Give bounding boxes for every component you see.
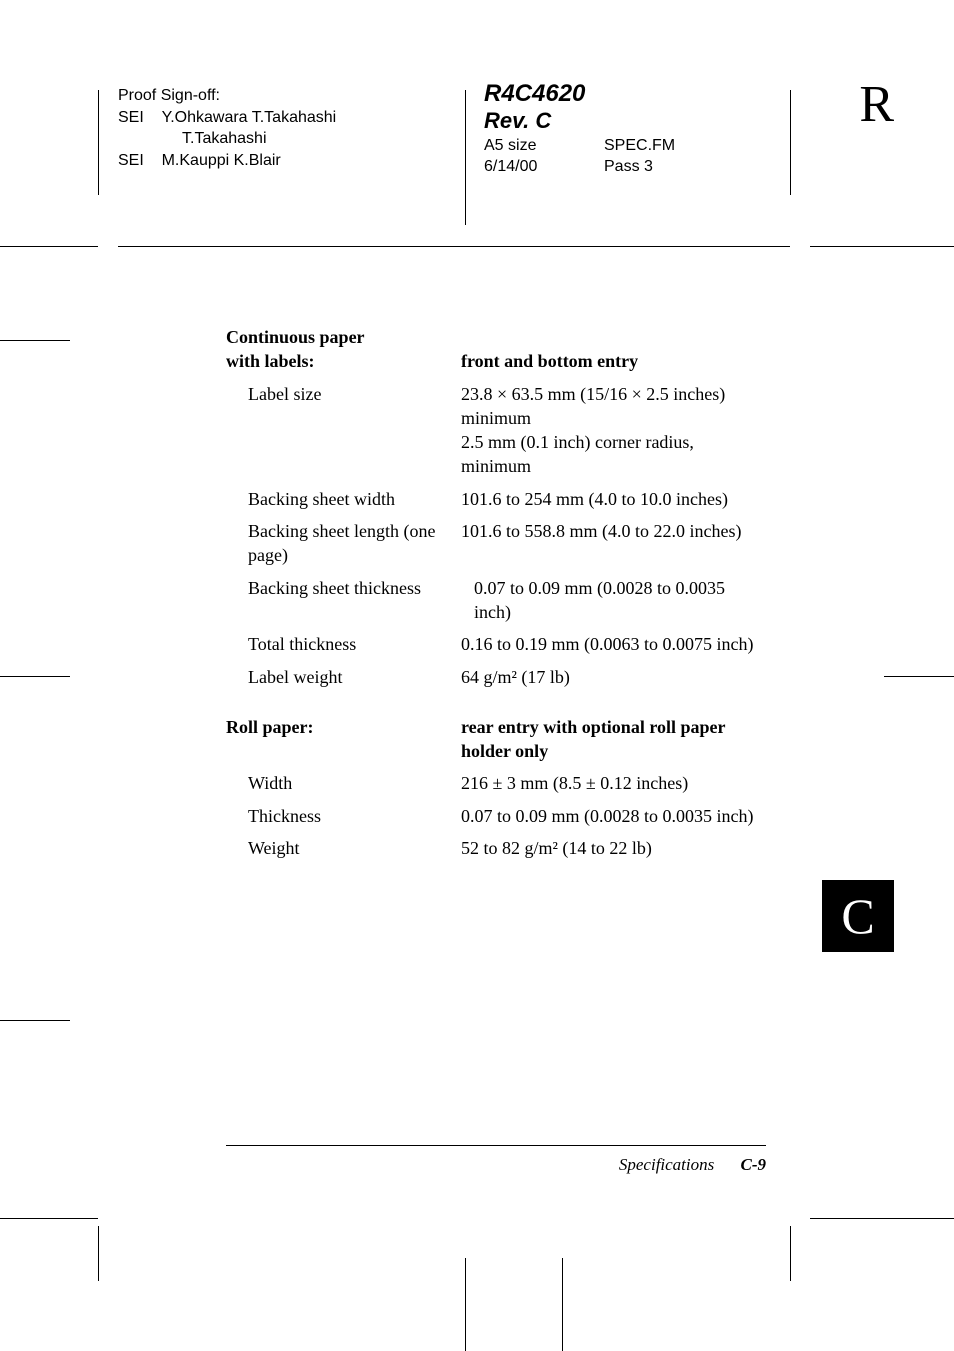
proof-prefix: SEI bbox=[118, 152, 144, 169]
proof-title: Proof Sign-off: bbox=[118, 85, 336, 107]
heading-left: Roll paper: bbox=[226, 715, 461, 764]
spec-row: Thickness 0.07 to 0.09 mm (0.0028 to 0.0… bbox=[226, 804, 766, 828]
rule-horizontal bbox=[810, 246, 954, 247]
rule-vertical bbox=[465, 90, 466, 225]
spec-row: Backing sheet length (one page) 101.6 to… bbox=[226, 519, 766, 568]
section-tab: C bbox=[822, 880, 894, 952]
heading-right: front and bottom entry bbox=[461, 325, 766, 374]
page: Proof Sign-off: SEI Y.Ohkawara T.Takahas… bbox=[0, 0, 954, 1351]
spec-row: Backing sheet width 101.6 to 254 mm (4.0… bbox=[226, 487, 766, 511]
crop-mark bbox=[98, 1226, 99, 1281]
proof-prefix: SEI bbox=[118, 109, 144, 126]
doc-code: R4C4620 bbox=[484, 80, 675, 108]
rule-horizontal bbox=[810, 1218, 954, 1219]
spec-row: Backing sheet thickness 0.07 to 0.09 mm … bbox=[226, 576, 766, 625]
proof-names-text: Y.Ohkawara T.Takahashi bbox=[162, 109, 337, 126]
heading-right: rear entry with optional roll paper hold… bbox=[461, 715, 766, 764]
page-side-letter: R bbox=[859, 75, 894, 134]
crop-mark bbox=[0, 676, 70, 677]
spec-value: 101.6 to 558.8 mm (4.0 to 22.0 inches) bbox=[461, 519, 766, 568]
spec-row: Width 216 ± 3 mm (8.5 ± 0.12 inches) bbox=[226, 771, 766, 795]
section-heading-labels: Continuous paper with labels: front and … bbox=[226, 325, 766, 374]
proof-signoff-block: Proof Sign-off: SEI Y.Ohkawara T.Takahas… bbox=[118, 85, 336, 171]
spec-value: 0.07 to 0.09 mm (0.0028 to 0.0035 inch) bbox=[474, 576, 766, 625]
spec-label: Backing sheet width bbox=[226, 487, 461, 511]
crop-mark bbox=[0, 1020, 70, 1021]
rule-vertical bbox=[98, 90, 99, 195]
crop-mark bbox=[562, 1258, 563, 1351]
heading-text: front and bottom entry bbox=[461, 349, 638, 373]
spec-label: Label weight bbox=[226, 665, 461, 689]
doc-pass: Pass 3 bbox=[604, 156, 653, 178]
spec-label: Width bbox=[226, 771, 461, 795]
doc-date: 6/14/00 bbox=[484, 156, 604, 178]
crop-mark bbox=[790, 1226, 791, 1281]
spec-value: 0.16 to 0.19 mm (0.0063 to 0.0075 inch) bbox=[461, 632, 766, 656]
spec-value: 0.07 to 0.09 mm (0.0028 to 0.0035 inch) bbox=[461, 804, 766, 828]
crop-mark bbox=[0, 340, 70, 341]
proof-names bbox=[148, 109, 161, 126]
spec-label: Thickness bbox=[226, 804, 461, 828]
proof-line-3: SEI M.Kauppi K.Blair bbox=[118, 150, 336, 172]
doc-file: SPEC.FM bbox=[604, 135, 675, 157]
crop-mark bbox=[884, 676, 954, 677]
proof-line-2: T.Takahashi bbox=[118, 128, 336, 150]
spec-value: 216 ± 3 mm (8.5 ± 0.12 inches) bbox=[461, 771, 766, 795]
spec-value-line: 2.5 mm (0.1 inch) corner radius, minimum bbox=[461, 430, 766, 479]
spec-value: 52 to 82 g/m² (14 to 22 lb) bbox=[461, 836, 766, 860]
spec-label: Backing sheet thickness bbox=[226, 576, 474, 625]
spec-value: 23.8 × 63.5 mm (15/16 × 2.5 inches) mini… bbox=[461, 382, 766, 479]
spacer bbox=[226, 689, 766, 715]
rule-horizontal bbox=[0, 1218, 98, 1219]
section-heading-roll: Roll paper: rear entry with optional rol… bbox=[226, 715, 766, 764]
proof-line-1: SEI Y.Ohkawara T.Takahashi bbox=[118, 107, 336, 129]
rule-horizontal bbox=[118, 246, 790, 247]
proof-names-text: T.Takahashi bbox=[182, 130, 267, 147]
spec-label: Total thickness bbox=[226, 632, 461, 656]
rule-horizontal bbox=[0, 246, 98, 247]
spec-row: Total thickness 0.16 to 0.19 mm (0.0063 … bbox=[226, 632, 766, 656]
heading-text: rear entry with optional roll paper bbox=[461, 715, 766, 739]
proof-names bbox=[148, 152, 161, 169]
heading-text: Continuous paper bbox=[226, 325, 461, 349]
spec-label: Label size bbox=[226, 382, 461, 479]
spec-label: Backing sheet length (one page) bbox=[226, 519, 461, 568]
footer-rule bbox=[226, 1145, 766, 1146]
spec-label: Weight bbox=[226, 836, 461, 860]
spec-content: Continuous paper with labels: front and … bbox=[226, 325, 766, 860]
doc-size: A5 size bbox=[484, 135, 604, 157]
rule-vertical bbox=[790, 90, 791, 195]
spec-value-line: 23.8 × 63.5 mm (15/16 × 2.5 inches) mini… bbox=[461, 382, 766, 431]
proof-names-text: M.Kauppi K.Blair bbox=[162, 152, 281, 169]
footer-page: C-9 bbox=[741, 1155, 767, 1174]
spec-value: 101.6 to 254 mm (4.0 to 10.0 inches) bbox=[461, 487, 766, 511]
footer: Specifications C-9 bbox=[226, 1155, 766, 1175]
spec-value: 64 g/m² (17 lb) bbox=[461, 665, 766, 689]
spec-row: Label weight 64 g/m² (17 lb) bbox=[226, 665, 766, 689]
crop-mark bbox=[465, 1258, 466, 1351]
heading-left: Continuous paper with labels: bbox=[226, 325, 461, 374]
spec-row: Label size 23.8 × 63.5 mm (15/16 × 2.5 i… bbox=[226, 382, 766, 479]
doc-meta: A5 size SPEC.FM 6/14/00 Pass 3 bbox=[484, 135, 675, 178]
doc-info-block: R4C4620 Rev. C A5 size SPEC.FM 6/14/00 P… bbox=[484, 80, 675, 178]
heading-text: holder only bbox=[461, 739, 766, 763]
spec-row: Weight 52 to 82 g/m² (14 to 22 lb) bbox=[226, 836, 766, 860]
doc-revision: Rev. C bbox=[484, 108, 675, 133]
footer-title: Specifications bbox=[619, 1155, 714, 1174]
heading-text: with labels: bbox=[226, 349, 461, 373]
